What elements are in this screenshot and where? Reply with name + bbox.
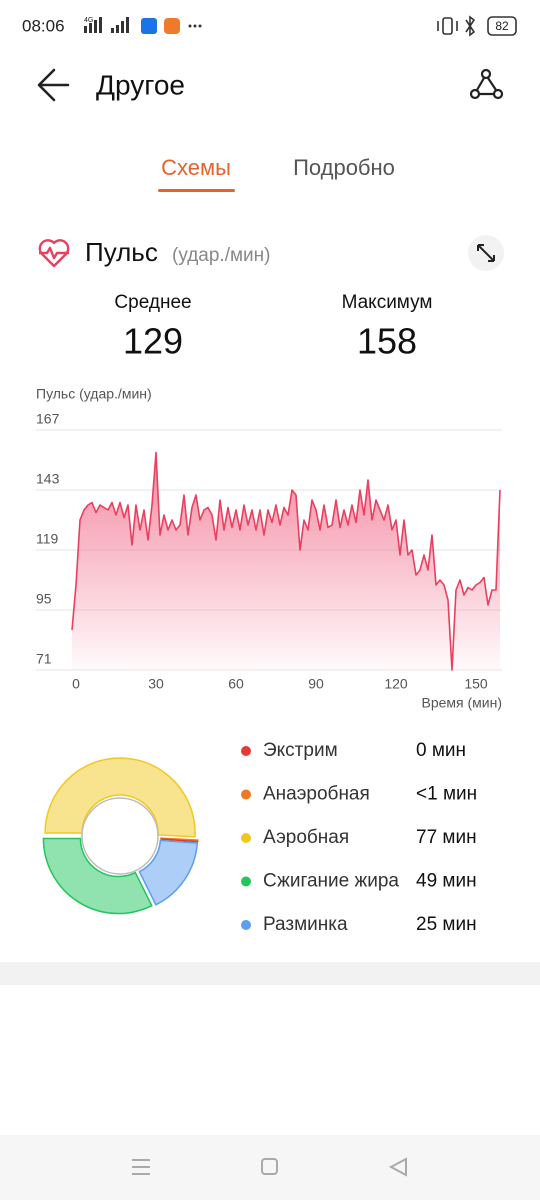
line (71, 451, 501, 671)
stat-value: 129 (123, 321, 183, 362)
donut-slice (42, 837, 153, 915)
legend-value: <1 мин (416, 784, 477, 805)
legend-dot (241, 746, 251, 756)
status-time: 08:06 (22, 16, 65, 35)
y-axis-label: Пульс (удар./мин) (36, 386, 152, 402)
y-tick-label: 143 (36, 471, 60, 487)
donut-chart: Экстрим 0 мин Анаэробная <1 мин Аэробная 77 м… (42, 740, 477, 935)
y-tick-label: 167 (36, 411, 60, 427)
stat-label: Среднее (114, 292, 191, 313)
legend-label: Разминка (263, 914, 348, 935)
x-tick-label: 30 (148, 676, 164, 692)
status-network: 4G (84, 17, 93, 24)
y-tick-label: 95 (36, 591, 52, 607)
legend-dot (241, 920, 251, 930)
legend-dot (241, 789, 251, 800)
tab-indicator (158, 189, 235, 192)
battery-level: 82 (495, 19, 509, 33)
expand-button[interactable] (468, 235, 504, 271)
legend-label: Сжигание жира (263, 871, 399, 892)
back-button[interactable] (37, 68, 70, 102)
legend-dot (241, 833, 251, 843)
legend-label: Анаэробная (263, 784, 370, 805)
y-tick-label: 71 (36, 651, 52, 667)
legend-value: 0 мин (416, 740, 466, 761)
x-tick-label: 60 (228, 676, 244, 692)
legend-label: Аэробная (263, 827, 349, 848)
area (72, 452, 500, 670)
x-axis-label: Время (мин) (421, 695, 502, 711)
donut-slice (138, 839, 199, 906)
section-title: Пульс (85, 237, 158, 267)
x-tick-label: 90 (308, 676, 324, 692)
page-title: Другое (96, 69, 185, 100)
y-tick-label: 119 (36, 531, 59, 547)
legend-value: 77 мин (416, 827, 477, 848)
x-tick-label: 150 (464, 676, 488, 692)
legend-value: 49 мин (416, 871, 477, 892)
legend-label: Экстрим (263, 740, 338, 761)
route-button[interactable] (469, 68, 504, 100)
donut-slice (44, 757, 196, 838)
stat-value: 158 (357, 321, 417, 362)
status-icons (437, 15, 517, 37)
nav-bar (0, 1135, 540, 1200)
divider (0, 962, 540, 985)
signal-icons (84, 17, 202, 34)
legend-dot (241, 876, 251, 887)
section-unit: (удар./мин) (172, 245, 270, 266)
x-tick-label: 0 (72, 676, 80, 692)
x-tick-label: 120 (384, 676, 408, 692)
donut-hole (81, 797, 159, 875)
tab-active[interactable]: Схемы (161, 155, 231, 180)
nav-buttons[interactable] (132, 1157, 407, 1177)
legend-value: 25 мин (416, 914, 477, 935)
tab[interactable]: Подробно (293, 155, 395, 180)
stat-label: Максимум (342, 292, 433, 313)
line-chart: 71 95 119 143 167 0 30 60 90 120 150 (36, 411, 502, 692)
heart-icon (38, 239, 70, 268)
